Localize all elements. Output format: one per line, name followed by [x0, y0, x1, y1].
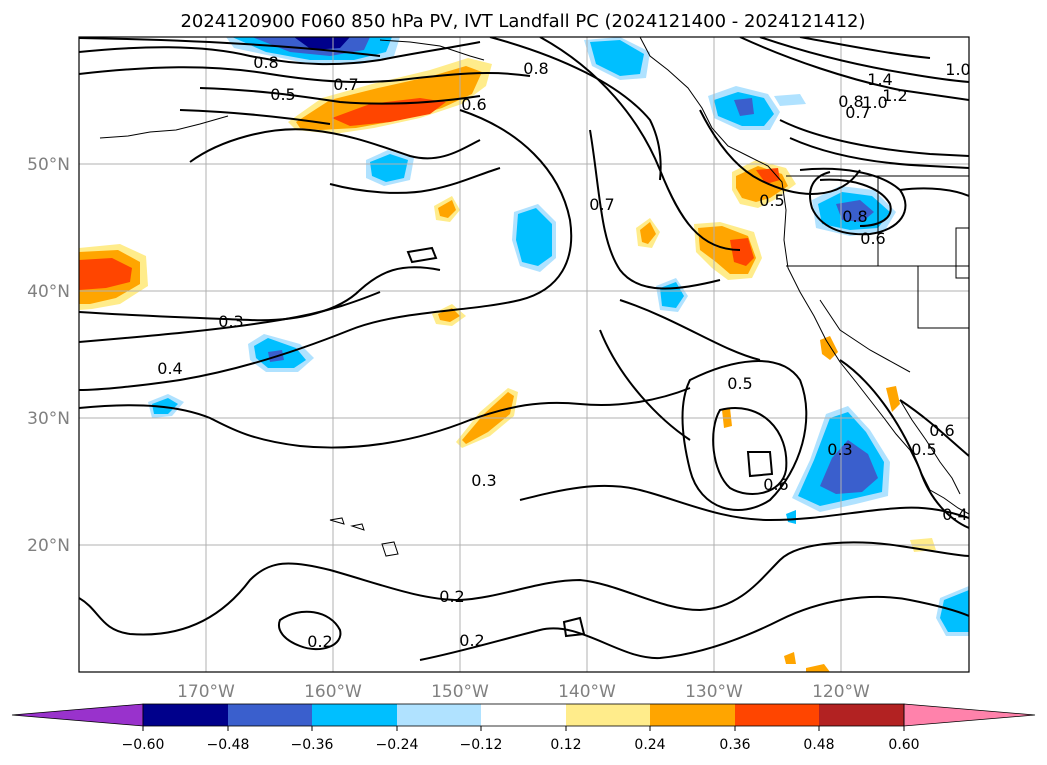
pv-negative-region [836, 200, 874, 222]
longitude-label: 140°W [558, 682, 616, 702]
colorbar-segment [481, 704, 566, 726]
colorbar-segment [819, 704, 904, 726]
pv-negative-region [370, 154, 408, 182]
contour-label: 0.3 [218, 312, 243, 331]
pv-positive-region [296, 66, 482, 130]
latitude-label: 20°N [27, 536, 70, 556]
pv-negative-region [820, 440, 878, 494]
colorbar-tick-label: 0.12 [550, 737, 581, 753]
pv-positive-region [820, 336, 838, 360]
contour-label: 0.5 [911, 440, 936, 459]
colorbar-tick-label: 0.48 [803, 737, 834, 753]
contour-label: 0.6 [860, 229, 885, 248]
latitude-label: 50°N [27, 155, 70, 175]
figure-title: 2024120900 F060 850 hPa PV, IVT Landfall… [180, 11, 865, 32]
colorbar-tick-label: −0.24 [376, 737, 419, 753]
colorbar-tick-label: 0.36 [719, 737, 750, 753]
contour-label: 1.0 [945, 60, 970, 79]
contour-label: 1.4 [867, 70, 892, 89]
colorbar: −0.60 −0.48 −0.36 −0.24 −0.12 0.12 0.24 … [11, 703, 1036, 753]
colorbar-tick-label: −0.12 [460, 737, 503, 753]
contour-label: 0.2 [459, 631, 484, 650]
colorbar-segment [735, 704, 819, 726]
contour-label: 0.8 [523, 59, 548, 78]
pv-negative-region [786, 510, 796, 524]
latitude-axis: 50°N 40°N 30°N 20°N [27, 155, 70, 556]
pv-positive-region [438, 308, 460, 322]
colorbar-extension-left [11, 703, 144, 727]
colorbar-tick-label: −0.36 [291, 737, 334, 753]
contour-label: 0.3 [827, 440, 852, 459]
pv-negative-region [734, 98, 754, 116]
longitude-label: 170°W [177, 682, 235, 702]
colorbar-tick-label: −0.48 [207, 737, 250, 753]
longitude-label: 150°W [431, 682, 489, 702]
contour-label: 0.2 [439, 587, 464, 606]
colorbar-ticks [142, 726, 905, 731]
contour-label: 0.7 [845, 103, 870, 122]
contour-label: 0.7 [333, 75, 358, 94]
colorbar-segment [143, 704, 228, 726]
pv-negative-region [516, 208, 552, 266]
pv-positive-region [756, 168, 780, 184]
contour-label: 0.4 [157, 359, 182, 378]
contour-label: 0.5 [759, 191, 784, 210]
pv-contours [79, 37, 969, 661]
colorbar-tick-label: −0.60 [122, 737, 165, 753]
pv-shading [79, 37, 969, 672]
pv-positive-region [438, 200, 456, 218]
contour-label: 0.3 [471, 471, 496, 490]
longitude-axis: 170°W 160°W 150°W 140°W 130°W 120°W [177, 682, 870, 702]
colorbar-segment [312, 704, 397, 726]
latitude-label: 30°N [27, 409, 70, 429]
pv-negative-region [774, 94, 806, 106]
colorbar-tick-label: 0.60 [888, 737, 919, 753]
pv-negative-region [152, 398, 178, 414]
contour-labels: 0.8 0.7 0.5 0.6 0.8 1.4 1.2 1.0 1.0 0.8 … [157, 53, 970, 651]
pv-positive-region [886, 386, 900, 412]
colorbar-tick-label: 0.24 [634, 737, 665, 753]
longitude-label: 160°W [304, 682, 362, 702]
contour-label: 0.5 [727, 374, 752, 393]
colorbar-segment [228, 704, 312, 726]
pv-positive-region [730, 238, 754, 266]
pv-positive-region [784, 652, 796, 664]
colorbar-segment [566, 704, 650, 726]
contour-label: 0.6 [461, 95, 486, 114]
pv-negative-region [294, 37, 350, 50]
colorbar-segment [650, 704, 735, 726]
latitude-label: 40°N [27, 282, 70, 302]
longitude-label: 130°W [685, 682, 743, 702]
contour-label: 1.2 [882, 86, 907, 105]
contour-label: 0.2 [307, 632, 332, 651]
colorbar-extension-right [903, 703, 1036, 727]
contour-label: 0.7 [589, 195, 614, 214]
contour-label: 0.4 [942, 505, 967, 524]
pv-positive-region [332, 98, 446, 126]
pv-positive-region [79, 258, 132, 290]
contour-label: 0.6 [763, 475, 788, 494]
pv-positive-region [640, 222, 656, 244]
contour-label: 0.8 [253, 53, 278, 72]
longitude-label: 120°W [812, 682, 870, 702]
map-frame [78, 36, 970, 673]
contour-label: 1.0 [862, 93, 887, 112]
contour-label: 0.8 [842, 207, 867, 226]
colorbar-frame [142, 703, 905, 727]
map-panel: 0.8 0.7 0.5 0.6 0.8 1.4 1.2 1.0 1.0 0.8 … [79, 37, 970, 672]
contour-label: 0.8 [838, 92, 863, 111]
pv-positive-region [806, 664, 830, 672]
contour-label: 0.5 [270, 85, 295, 104]
contour-label: 0.6 [929, 421, 954, 440]
colorbar-segment [397, 704, 481, 726]
pv-negative-region [590, 40, 644, 76]
